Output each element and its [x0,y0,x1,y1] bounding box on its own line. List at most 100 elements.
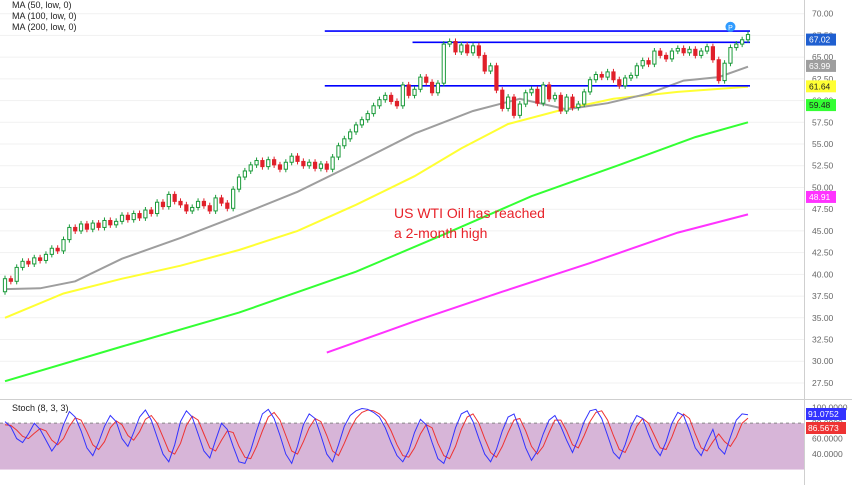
stoch-axis: 100.000080.000060.000040.000091.075286.5… [806,403,848,459]
candle-down [453,40,458,53]
candle-up [634,65,639,76]
candle-down [207,205,212,212]
candle-down [500,89,505,109]
stoch-last-label: 91.0752 [808,409,839,419]
price-marker-circle [725,21,736,32]
candle-up [49,247,54,255]
candle-up [359,119,364,126]
candle-up [371,105,376,115]
candle-down [277,164,283,170]
candle-down [108,219,113,226]
last-price-label-box [806,80,836,93]
price-tick-label: 27.50 [812,378,834,388]
stoch-zone [0,423,804,470]
stoch-title: Stoch (8, 3, 3) [12,403,69,413]
candle-down [295,155,300,162]
last-price-label-box [806,33,836,46]
price-marker-text: P [728,25,733,32]
price-tick-label: 42.50 [812,248,834,258]
candle-up [236,176,242,190]
candle-up [166,193,171,208]
candle-up [593,74,598,81]
candle-up [523,92,528,105]
price-tick-label: 35.00 [812,313,834,323]
last-price-label: 63.99 [809,61,831,71]
legend-ma100: MA (100, low, 0) [12,11,77,21]
candle-up [675,47,680,52]
ma100-line [4,65,749,291]
candle-up [517,103,522,116]
candle-down [324,163,329,170]
legend-ma200: MA (200, low, 0) [12,22,77,32]
price-tick-label: 57.50 [812,117,834,127]
annotation-line-2: a 2-month high [394,225,488,241]
candle-down [37,257,43,261]
price-axis: 70.0067.5065.0062.5060.0057.5055.0052.50… [806,9,836,388]
candle-up [529,88,534,94]
candle-up [412,88,417,96]
candle-down [301,160,306,167]
candle-up [640,60,645,67]
stoch-d-line [4,409,749,460]
candle-up [576,103,581,109]
candle-up [470,45,476,54]
candle-up [734,43,739,49]
candle-up [119,214,125,222]
candle-up [242,170,247,178]
candle-down [465,44,470,54]
price-panel-background [0,0,804,400]
candle-down [219,197,224,204]
candle-down [260,160,265,168]
candle-up [2,278,8,293]
candle-up [400,84,405,107]
moving-averages [4,65,749,383]
last-price-label: 59.48 [809,100,831,110]
candle-up [552,94,558,100]
candle-up [418,76,423,90]
candle-down [84,223,90,230]
candle-up [307,161,312,167]
candle-down [160,201,166,208]
candle-up [564,96,569,112]
candle-down [73,226,78,232]
price-tick-label: 45.00 [812,226,834,236]
price-tick-label: 40.00 [812,269,834,279]
chart-annotation: US WTI Oil has reached a 2-month high [394,203,545,243]
candle-up [435,82,441,94]
candle-up [78,223,84,232]
candle-up [155,201,160,215]
price-tick-label: 32.50 [812,335,834,345]
candle-up [248,164,253,172]
candle-down [149,209,154,215]
candle-down [611,71,616,81]
stoch-k-line [4,407,749,465]
legend-ma50: MA (50, low, 0) [12,0,72,10]
candle-up [383,94,388,101]
candle-up [330,156,335,170]
candle-down [599,74,604,78]
candle-up [687,48,692,54]
candle-up [459,44,464,53]
annotation-line-1: US WTI Oil has reached [394,205,545,221]
candle-up [213,197,218,212]
candle-down [389,94,394,102]
stoch-last-label-box [806,408,846,420]
candle-down [681,47,686,54]
candle-up [131,213,136,221]
stochastic-panel [0,407,804,470]
candle-up [541,84,546,104]
candle-down [96,222,101,228]
stoch-tick-label: 100.0000 [812,403,848,413]
price-marker: P [725,21,736,32]
candle-up [365,113,370,121]
candle-up [623,77,628,87]
candle-down [125,214,130,221]
candle-down [184,204,189,212]
candle-down [272,159,277,166]
candle-up [61,239,66,252]
candle-down [617,79,622,87]
candle-up [283,161,288,170]
last-price-label: 48.91 [809,192,831,202]
price-tick-label: 62.50 [812,74,834,84]
